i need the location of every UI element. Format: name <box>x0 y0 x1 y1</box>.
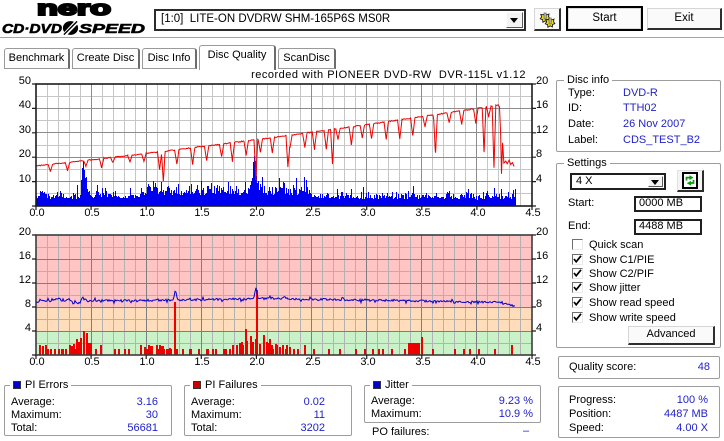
svg-text:nero: nero <box>37 0 111 18</box>
svg-text:SPEED: SPEED <box>79 21 146 36</box>
svg-text:CD·DVD: CD·DVD <box>2 21 63 36</box>
